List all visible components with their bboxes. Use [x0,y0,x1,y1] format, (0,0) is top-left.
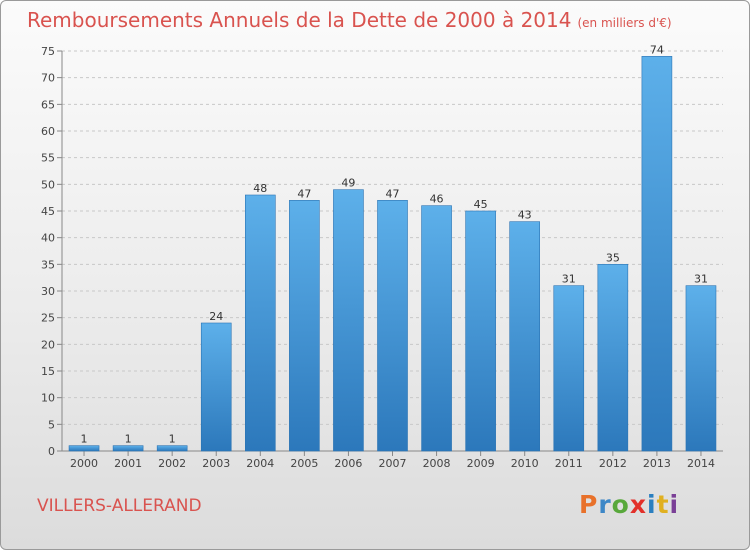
bar-2012 [597,264,629,452]
x-tick-label: 2004 [246,457,274,470]
bar-2014 [685,285,717,452]
bar-2009 [465,210,496,452]
proxiti-logo: Proxiti [579,490,680,519]
bar-2006 [333,189,364,452]
bar-2007 [377,200,408,452]
y-tick-label: 65 [41,98,55,111]
y-tick-label: 40 [41,232,55,245]
x-tick-label: 2000 [70,457,98,470]
chart-subtitle: (en milliers d'€) [577,16,672,30]
bars [68,56,717,452]
x-tick-label: 2005 [290,457,318,470]
data-label: 47 [297,187,311,200]
data-label: 1 [125,433,132,446]
bar-2002 [156,445,188,452]
x-tick-label: 2006 [334,457,362,470]
data-label: 1 [169,433,176,446]
bar-2005 [289,200,320,452]
y-tick-label: 20 [41,338,55,351]
y-tick-label: 25 [41,312,55,325]
data-label: 48 [253,182,267,195]
y-tick-label: 15 [41,365,55,378]
bar-2013 [641,56,673,452]
bar-2001 [112,445,144,452]
data-label: 43 [518,209,532,222]
x-tick-label: 2012 [599,457,627,470]
data-label: 74 [650,43,664,56]
chart-title-text: Remboursements Annuels de la Dette de 20… [27,8,572,32]
bar-2008 [421,205,452,452]
x-tick-label: 2010 [511,457,539,470]
data-label: 47 [386,187,400,200]
y-tick-label: 30 [41,285,55,298]
y-tick-label: 75 [41,45,55,58]
data-label: 31 [562,273,576,286]
data-label: 35 [606,251,620,264]
y-tick-label: 50 [41,178,55,191]
y-tick-label: 45 [41,205,55,218]
bar-2010 [509,221,541,452]
chart-title: Remboursements Annuels de la Dette de 20… [27,8,672,32]
y-tick-label: 35 [41,258,55,271]
y-tick-label: 70 [41,72,55,85]
x-tick-label: 2002 [158,457,186,470]
bar-2011 [553,285,585,452]
data-label: 24 [209,310,223,323]
bar-2000 [68,445,100,452]
data-label: 31 [694,273,708,286]
x-tick-label: 2001 [114,457,142,470]
y-tick-label: 55 [41,152,55,165]
x-tick-label: 2013 [643,457,671,470]
data-label: 46 [430,193,444,206]
commune-name: VILLERS-ALLERAND [37,496,202,516]
x-tick-label: 2007 [379,457,407,470]
x-tick-label: 2008 [423,457,451,470]
x-tick-label: 2003 [202,457,230,470]
x-tick-label: 2009 [467,457,495,470]
y-tick-label: 10 [41,392,55,405]
x-tick-label: 2011 [555,457,583,470]
y-tick-label: 5 [48,418,55,431]
data-label: 1 [81,433,88,446]
y-tick-label: 0 [48,445,55,458]
x-tick-label: 2014 [687,457,715,470]
data-label: 49 [341,177,355,190]
labels: 0 5 10 15 20 25 30 35 40 45 50 55 60 65 70 75 1 2000 1 2001… [41,43,715,470]
bar-2004 [245,194,276,452]
y-tick-label: 60 [41,125,55,138]
bar-2003 [200,322,232,452]
data-label: 45 [474,198,488,211]
